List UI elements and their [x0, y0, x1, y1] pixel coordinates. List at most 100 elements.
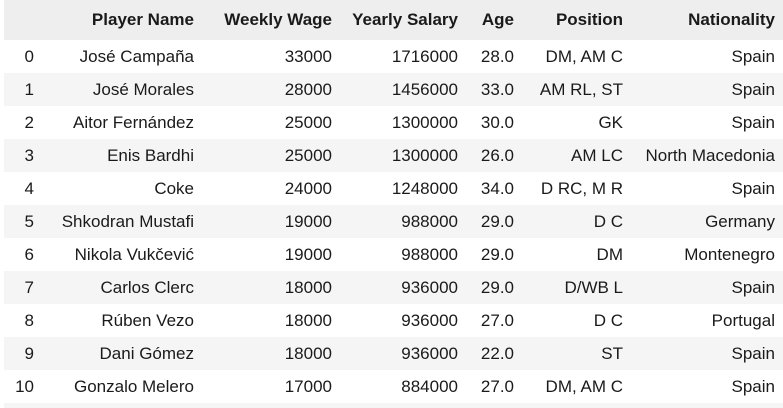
table-row: 6 Nikola Vukčević 19000 988000 29.0 DM Montene… — [4, 238, 783, 271]
cell-position: D C — [593, 310, 623, 330]
cell-position: DM, AM C — [545, 376, 623, 396]
table-row: 9 Dani Gómez 18000 936000 22.0 ST Spain — [4, 337, 783, 370]
cell-weekly-wage: 25000 — [284, 145, 332, 165]
cell-player-name: José Morales — [92, 79, 194, 99]
cell-player-name: Rúben Vezo — [101, 310, 194, 330]
row-index: 7 — [24, 277, 34, 297]
cell-yearly-salary: 936000 — [401, 343, 458, 363]
row-index: 3 — [24, 145, 34, 165]
cell-yearly-salary: 1716000 — [391, 46, 458, 66]
column-header-weekly-wage: Weekly Wage — [224, 10, 332, 29]
cell-nationality: Spain — [731, 376, 775, 396]
table-header: Player Name Weekly Wage Yearly Salary Ag… — [4, 0, 783, 40]
table-body: 0 José Campaña 33000 1716000 28.0 DM, AM C Spa… — [4, 40, 783, 408]
cell-weekly-wage: 24000 — [284, 178, 332, 198]
cell-weekly-wage: 28000 — [284, 79, 332, 99]
table-row: 1 José Morales 28000 1456000 33.0 AM RL, ST Sp… — [4, 73, 783, 106]
cell-age: 33.0 — [480, 79, 514, 99]
cell-position: D/WB L — [564, 277, 623, 297]
cell-yearly-salary: 1300000 — [391, 112, 458, 132]
cell-weekly-wage: 19000 — [284, 244, 332, 264]
cell-yearly-salary: 1456000 — [391, 79, 458, 99]
cell-yearly-salary: 936000 — [401, 310, 458, 330]
cell-age: 29.0 — [480, 277, 514, 297]
table-row: 8 Rúben Vezo 18000 936000 27.0 D C Portugal — [4, 304, 783, 337]
cell-nationality: Germany — [705, 211, 775, 231]
cell-weekly-wage: 17000 — [284, 376, 332, 396]
cell-age: 29.0 — [480, 244, 514, 264]
table-row: 2 Aitor Fernández 25000 1300000 30.0 GK Spain — [4, 106, 783, 139]
cell-player-name: Dani Gómez — [99, 343, 194, 363]
cell-player-name: Aitor Fernández — [73, 112, 194, 132]
row-index: 2 — [24, 112, 34, 132]
table-row: 5 Shkodran Mustafi 19000 988000 29.0 D C Germa… — [4, 205, 783, 238]
partial-next-row — [4, 403, 783, 408]
table-row: 10 Gonzalo Melero 17000 884000 27.0 DM, AM C S… — [4, 370, 783, 403]
column-header-nationality: Nationality — [688, 10, 775, 29]
cell-nationality: Montenegro — [684, 244, 775, 264]
cell-weekly-wage: 19000 — [284, 211, 332, 231]
column-header-position: Position — [555, 10, 623, 29]
column-header-yearly-salary: Yearly Salary — [352, 10, 458, 29]
cell-yearly-salary: 884000 — [401, 376, 458, 396]
cell-age: 30.0 — [480, 112, 514, 132]
cell-player-name: Coke — [154, 178, 194, 198]
cell-weekly-wage: 33000 — [284, 46, 332, 66]
cell-weekly-wage: 25000 — [284, 112, 332, 132]
cell-position: D C — [593, 211, 623, 231]
cell-yearly-salary: 1300000 — [391, 145, 458, 165]
cell-position: DM, AM C — [545, 46, 623, 66]
row-index: 9 — [24, 343, 34, 363]
cell-yearly-salary: 1248000 — [391, 178, 458, 198]
row-index: 5 — [24, 211, 34, 231]
cell-nationality: Spain — [731, 277, 775, 297]
cell-weekly-wage: 18000 — [284, 310, 332, 330]
cell-weekly-wage: 18000 — [284, 277, 332, 297]
cell-weekly-wage: 18000 — [284, 343, 332, 363]
cell-yearly-salary: 936000 — [401, 277, 458, 297]
cell-yearly-salary: 988000 — [401, 211, 458, 231]
table-row: 4 Coke 24000 1248000 34.0 D RC, M R Spain — [4, 172, 783, 205]
column-header-player-name: Player Name — [91, 10, 194, 29]
row-index: 0 — [24, 46, 34, 66]
header-row: Player Name Weekly Wage Yearly Salary Ag… — [4, 0, 783, 40]
cell-nationality: Spain — [731, 343, 775, 363]
cell-position: DM — [596, 244, 623, 264]
cell-age: 22.0 — [480, 343, 514, 363]
cell-player-name: Enis Bardhi — [107, 145, 194, 165]
cell-player-name: Nikola Vukčević — [74, 244, 194, 264]
cell-position: D RC, M R — [540, 178, 623, 198]
table-row: 0 José Campaña 33000 1716000 28.0 DM, AM C Spa… — [4, 40, 783, 73]
cell-nationality: North Macedonia — [645, 145, 775, 165]
column-header-age: Age — [481, 10, 514, 29]
row-index: 1 — [24, 79, 34, 99]
cell-position: GK — [598, 112, 623, 132]
cell-nationality: Spain — [731, 112, 775, 132]
cell-age: 34.0 — [480, 178, 514, 198]
cell-nationality: Spain — [731, 79, 775, 99]
row-index: 10 — [15, 376, 34, 396]
row-index: 4 — [24, 178, 34, 198]
table-row: 3 Enis Bardhi 25000 1300000 26.0 AM LC North M… — [4, 139, 783, 172]
cell-nationality: Spain — [731, 46, 775, 66]
column-header-index — [4, 0, 38, 40]
cell-yearly-salary: 988000 — [401, 244, 458, 264]
player-wage-table: Player Name Weekly Wage Yearly Salary Ag… — [4, 0, 783, 408]
cell-age: 29.0 — [480, 211, 514, 231]
cell-age: 27.0 — [480, 376, 514, 396]
cell-age: 28.0 — [480, 46, 514, 66]
table-row: 7 Carlos Clerc 18000 936000 29.0 D/WB L Spain — [4, 271, 783, 304]
cell-nationality: Spain — [731, 178, 775, 198]
cell-age: 27.0 — [480, 310, 514, 330]
cell-player-name: José Campaña — [79, 46, 194, 66]
cell-position: ST — [601, 343, 623, 363]
cell-player-name: Carlos Clerc — [100, 277, 194, 297]
row-index: 6 — [24, 244, 34, 264]
cell-position: AM RL, ST — [539, 79, 623, 99]
cell-player-name: Gonzalo Melero — [73, 376, 194, 396]
row-index: 8 — [24, 310, 34, 330]
cell-player-name: Shkodran Mustafi — [61, 211, 194, 231]
cell-nationality: Portugal — [711, 310, 775, 330]
cell-age: 26.0 — [480, 145, 514, 165]
